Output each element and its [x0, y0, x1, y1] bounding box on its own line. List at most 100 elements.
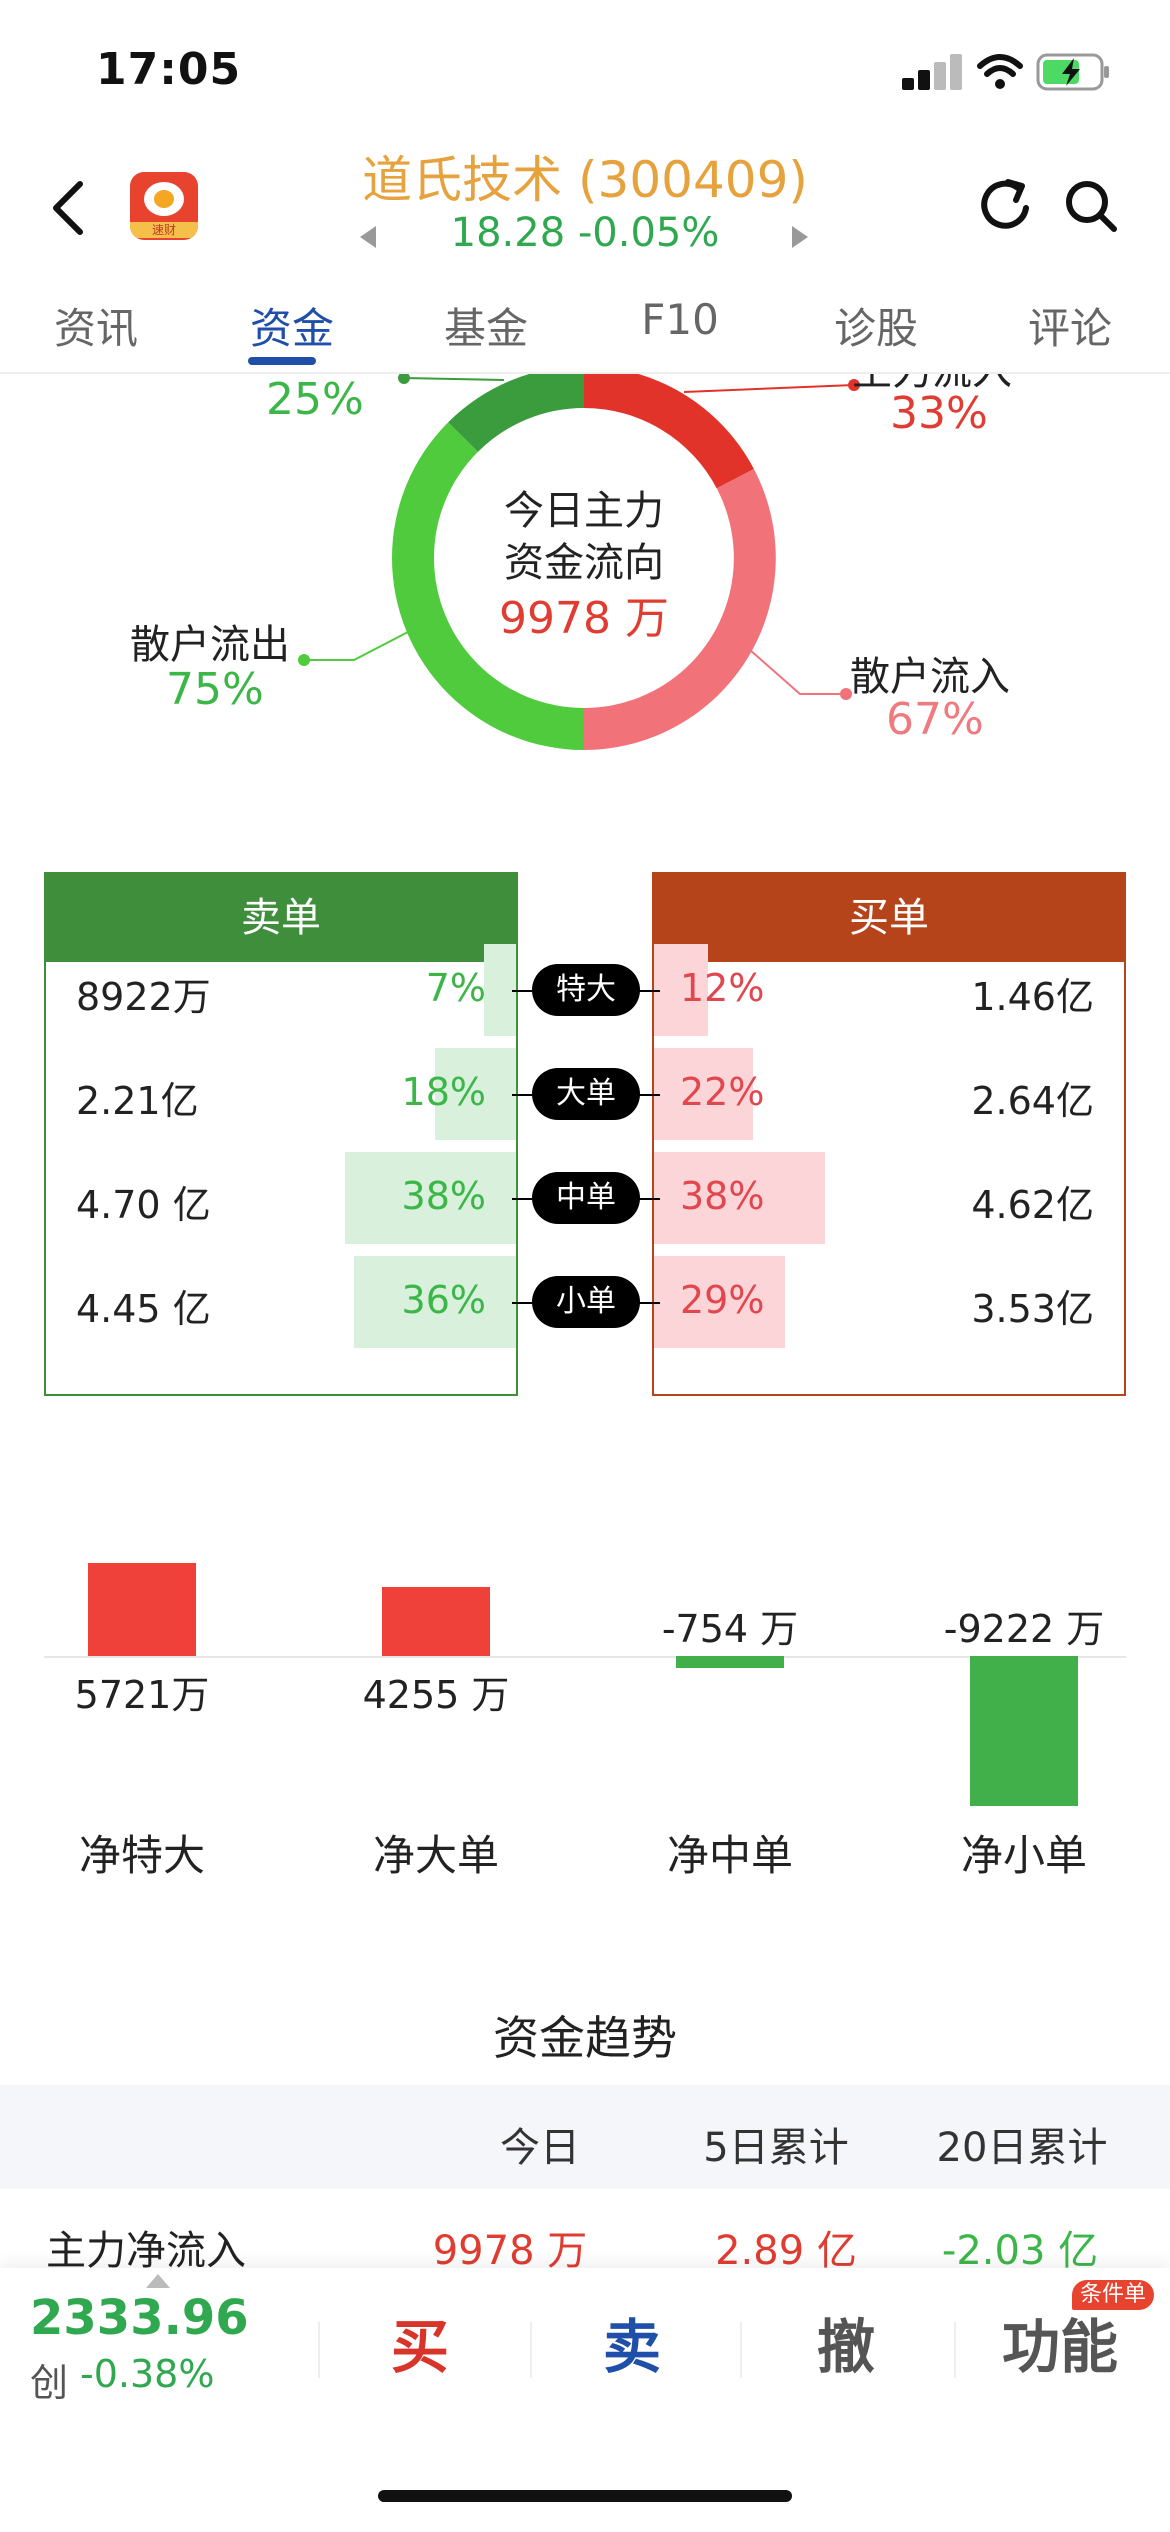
- retail-in-pct: 67%: [886, 694, 984, 745]
- sell-orders-panel: 卖单: [44, 872, 518, 1396]
- app-logo-icon: 速财: [130, 172, 198, 240]
- buy-button[interactable]: 买: [390, 2313, 449, 2381]
- net-flow-bar: [88, 1563, 196, 1656]
- tabs-divider: [0, 372, 1170, 374]
- sell-amount: 4.70 亿: [76, 1183, 211, 1227]
- caret-up-icon[interactable]: [144, 2272, 172, 2290]
- net-flow-bar: [382, 1587, 490, 1656]
- main-out-pct: 25%: [266, 374, 364, 425]
- home-indicator: [378, 2490, 792, 2502]
- functions-button[interactable]: 功能: [1001, 2313, 1118, 2381]
- sell-amount: 2.21亿: [76, 1079, 199, 1123]
- sell-amount: 4.45 亿: [76, 1287, 211, 1331]
- buy-pct: 29%: [680, 1278, 765, 1322]
- net-flow-bar: [970, 1656, 1078, 1806]
- net-flow-value: 4255 万: [362, 1673, 510, 1717]
- price-change: 18.28 -0.05%: [450, 210, 720, 256]
- order-type-pill: 中单: [532, 1172, 640, 1224]
- buy-orders-panel: 买单: [652, 872, 1126, 1396]
- net-flow-label: 净中单: [666, 1831, 793, 1880]
- retail-in-label: 散户流入: [850, 654, 1010, 700]
- battery-charging-icon: [1036, 53, 1109, 91]
- cancel-order-button[interactable]: 撤: [816, 2313, 875, 2381]
- retail-out-pct: 75%: [166, 664, 264, 715]
- donut-center-line2: 资金流向: [504, 540, 664, 586]
- wifi-icon: [977, 54, 1023, 89]
- net-flow-baseline: [44, 1656, 1126, 1658]
- order-type-pill: 小单: [532, 1276, 640, 1328]
- donut-slice-main-in: [584, 374, 754, 489]
- toolbar-separator: [954, 2322, 956, 2378]
- trend-today-value: 9978 万: [432, 2228, 588, 2274]
- search-icon[interactable]: [1064, 178, 1120, 236]
- donut-center-value: 9978 万: [499, 593, 669, 644]
- sell-button[interactable]: 卖: [602, 2313, 661, 2381]
- index-prefix: 创: [30, 2361, 69, 2405]
- sell-pct-bar: [484, 944, 516, 1036]
- trend-table-header: [0, 2085, 1170, 2189]
- net-flow-value: -754 万: [661, 1607, 799, 1651]
- sell-pct: 36%: [401, 1278, 486, 1322]
- back-chevron-icon[interactable]: [48, 178, 88, 238]
- prev-stock-arrow-icon[interactable]: [358, 224, 378, 250]
- buy-amount: 3.53亿: [971, 1287, 1094, 1331]
- order-type-pill: 特大: [532, 964, 640, 1016]
- trend-row-label: 主力净流入: [46, 2228, 246, 2274]
- trend-5day-value: 2.89 亿: [715, 2228, 857, 2274]
- buy-amount: 4.62亿: [971, 1183, 1094, 1227]
- buy-pct-bar: [654, 944, 708, 1036]
- buy-orders-title: 买单: [654, 874, 1124, 962]
- retail-out-label: 散户流出: [130, 622, 290, 668]
- buy-pct: 38%: [680, 1174, 765, 1218]
- buy-pct-bar: [654, 1048, 753, 1140]
- buy-pct: 22%: [680, 1070, 765, 1114]
- bottom-toolbar: [0, 2268, 1170, 2532]
- main-in-label-partial: 主力流入: [852, 374, 1012, 396]
- donut-center-line1: 今日主力: [504, 488, 664, 534]
- trend-col-20day: 20日累计: [936, 2125, 1108, 2171]
- refresh-icon[interactable]: [978, 176, 1034, 236]
- net-flow-value: -9222 万: [943, 1607, 1105, 1651]
- status-time: 17:05: [96, 44, 242, 95]
- toolbar-separator: [530, 2322, 532, 2378]
- trend-col-today: 今日: [500, 2125, 580, 2171]
- donut-slice-retail-in: [584, 469, 776, 750]
- stock-title: 道氏技术 (300409): [362, 151, 808, 209]
- next-stock-arrow-icon[interactable]: [790, 224, 810, 250]
- trend-20day-value: -2.03 亿: [941, 2228, 1099, 2274]
- net-flow-value: 5721万: [74, 1673, 210, 1717]
- sell-pct-bar: [435, 1048, 516, 1140]
- tab-comments[interactable]: 评论: [1027, 304, 1112, 353]
- buy-pct-bar: [654, 1152, 825, 1244]
- sell-pct: 18%: [401, 1070, 486, 1114]
- app-logo-label: 速财: [130, 222, 198, 238]
- tab-news[interactable]: 资讯: [53, 304, 138, 353]
- donut-section: 主力流入 33% 25% 今日主力 资金流向 9978 万 散户流出 75% 散…: [0, 374, 1170, 794]
- net-flow-label: 净小单: [960, 1831, 1087, 1880]
- conditional-order-badge: 条件单: [1072, 2280, 1155, 2310]
- buy-pct-bar: [654, 1256, 785, 1348]
- tab-f10[interactable]: F10: [641, 295, 719, 344]
- buy-amount: 2.64亿: [971, 1079, 1094, 1123]
- cellular-signal-icon: [902, 54, 962, 90]
- sell-amount: 8922万: [76, 975, 211, 1019]
- active-tab-indicator: [248, 357, 316, 365]
- net-flow-label: 净大单: [372, 1831, 499, 1880]
- trend-title: 资金趋势: [493, 2011, 677, 2065]
- tab-funds[interactable]: 资金: [249, 304, 334, 353]
- tab-diagnosis[interactable]: 诊股: [833, 304, 918, 353]
- fund-flow-donut-chart: [298, 374, 860, 750]
- index-change: -0.38%: [80, 2352, 215, 2396]
- index-value[interactable]: 2333.96: [30, 2290, 249, 2346]
- order-type-pill: 大单: [532, 1068, 640, 1120]
- donut-slice-retail-out: [391, 422, 584, 750]
- sell-pct: 38%: [401, 1174, 486, 1218]
- donut-slice-main-out: [448, 374, 584, 452]
- net-flow-label: 净特大: [78, 1831, 205, 1880]
- toolbar-separator: [318, 2322, 320, 2378]
- main-in-pct: 33%: [890, 388, 988, 439]
- tab-fund-holdings[interactable]: 基金: [443, 304, 528, 353]
- sell-orders-title: 卖单: [46, 874, 516, 962]
- sell-pct: 7%: [425, 966, 486, 1010]
- buy-amount: 1.46亿: [971, 975, 1094, 1019]
